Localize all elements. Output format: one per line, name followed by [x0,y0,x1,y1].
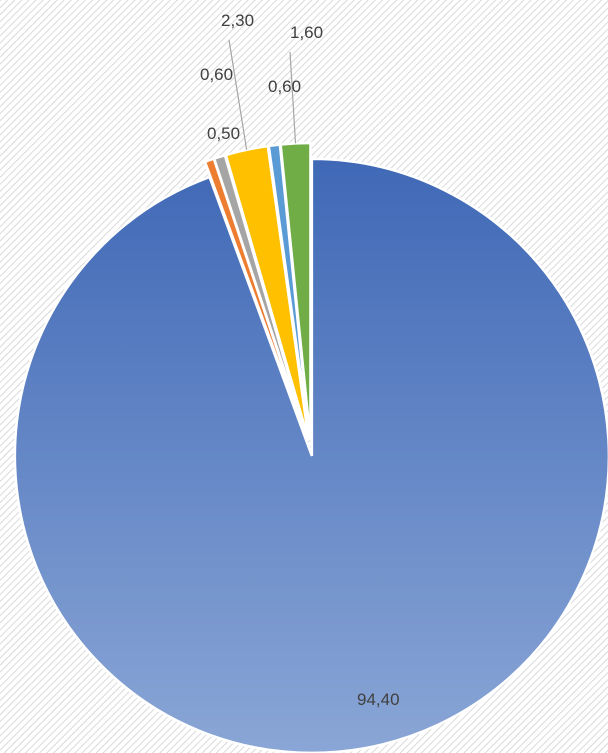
data-label-5: 1,60 [290,23,323,42]
pie-slice-0 [13,157,608,753]
data-label-4: 0,60 [268,77,301,96]
leader-lines-layer [228,39,297,150]
data-label-0: 94,40 [357,690,400,709]
data-label-2: 0,60 [200,65,233,84]
slices-layer [13,141,608,753]
leader-line-3 [228,39,248,150]
data-labels-layer: 94,40 0,50 0,60 2,30 0,60 1,60 [200,11,400,709]
data-label-1: 0,50 [207,124,240,143]
leader-line-5 [289,51,297,144]
data-label-3: 2,30 [221,11,254,30]
